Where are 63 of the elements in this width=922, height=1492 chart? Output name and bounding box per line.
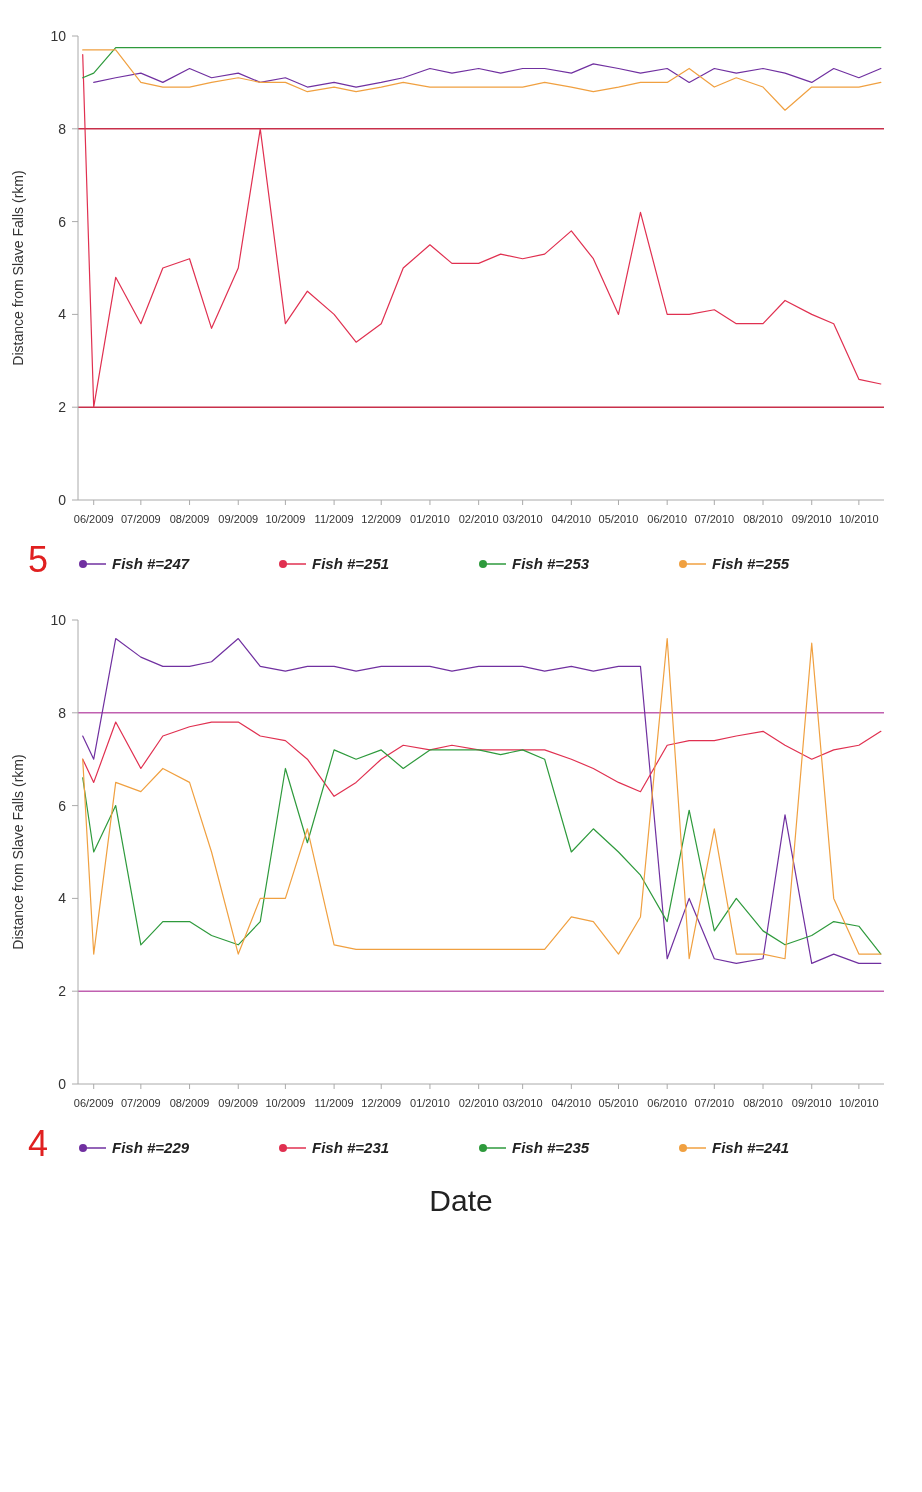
- x-tick-label: 08/2009: [169, 513, 210, 525]
- x-tick-label: 11/2009: [314, 513, 354, 525]
- x-tick-label: 03/2010: [502, 1097, 543, 1109]
- x-tick-label: 12/2009: [361, 1097, 402, 1109]
- text: 5: [28, 539, 49, 580]
- legend-label: Fish #=255: [712, 555, 790, 572]
- legend-label: Fish #=229: [112, 1139, 190, 1156]
- legend-label: Fish #=235: [512, 1139, 590, 1156]
- x-tick-label: 07/2009: [120, 1097, 161, 1109]
- x-tick-label: 09/2010: [791, 1097, 832, 1109]
- line-series: [82, 749, 882, 955]
- x-tick-label: 01/2010: [410, 513, 450, 525]
- x-tick-label: 01/2010: [410, 1097, 450, 1109]
- x-tick-label: 03/2010: [502, 513, 543, 525]
- legend-label: Fish #=231: [312, 1139, 390, 1156]
- y-tick-label: 6: [58, 797, 67, 814]
- legend-label: Fish #=247: [112, 555, 190, 572]
- x-tick-label: 04/2010: [551, 1097, 592, 1109]
- x-tick-label: 09/2009: [218, 1097, 259, 1109]
- x-tick-label: 08/2009: [169, 1097, 210, 1109]
- x-tick-label: 06/2010: [647, 513, 688, 525]
- x-tick-label: 10/2010: [838, 513, 879, 525]
- x-tick-label: 08/2010: [743, 513, 783, 525]
- y-tick-label: 0: [58, 492, 67, 508]
- x-tick-label: 06/2009: [73, 513, 114, 525]
- x-tick-label: 02/2010: [458, 513, 499, 525]
- x-tick-label: 12/2009: [361, 513, 402, 525]
- y-tick-label: 8: [58, 120, 67, 137]
- y-tick-label: 6: [58, 213, 67, 230]
- line-series: [82, 53, 882, 408]
- x-tick-label: 10/2009: [265, 1097, 306, 1109]
- x-tick-label: 09/2009: [218, 513, 259, 525]
- x-tick-label: 02/2010: [458, 1097, 499, 1109]
- y-tick-label: 4: [58, 890, 67, 907]
- x-tick-label: 04/2010: [551, 513, 592, 525]
- y-axis-title: Distance from Slave Falls (rkm): [9, 170, 26, 366]
- x-tick-label: 07/2009: [120, 513, 161, 525]
- x-tick-label: 10/2010: [838, 1097, 879, 1109]
- x-tick-label: 07/2010: [694, 1097, 735, 1109]
- legend-label: Fish #=253: [512, 555, 590, 572]
- x-axis-title: Date: [428, 1184, 494, 1218]
- legend-label: Fish #=241: [712, 1139, 790, 1156]
- x-tick-label: 09/2010: [791, 513, 832, 525]
- line-series: [93, 63, 882, 88]
- y-tick-label: 4: [58, 306, 67, 323]
- y-tick-label: 10: [50, 612, 67, 628]
- x-tick-label: 11/2009: [314, 1097, 354, 1109]
- line-series: [82, 721, 882, 797]
- x-tick-label: 06/2009: [73, 1097, 114, 1109]
- y-tick-label: 0: [58, 1076, 67, 1092]
- legend-label: Fish #=251: [312, 555, 390, 572]
- x-tick-label: 06/2010: [647, 1097, 688, 1109]
- y-tick-label: 2: [58, 399, 67, 416]
- y-tick-label: 2: [58, 983, 67, 1000]
- y-tick-label: 8: [58, 704, 67, 721]
- y-axis-title: Distance from Slave Falls (rkm): [9, 754, 26, 950]
- x-tick-label: 07/2010: [694, 513, 735, 525]
- x-tick-label: 05/2010: [598, 513, 639, 525]
- x-tick-label: 05/2010: [598, 1097, 639, 1109]
- x-tick-label: 10/2009: [265, 513, 306, 525]
- x-tick-label: 08/2010: [743, 1097, 783, 1109]
- y-tick-label: 10: [50, 28, 67, 44]
- line-series: [82, 49, 882, 111]
